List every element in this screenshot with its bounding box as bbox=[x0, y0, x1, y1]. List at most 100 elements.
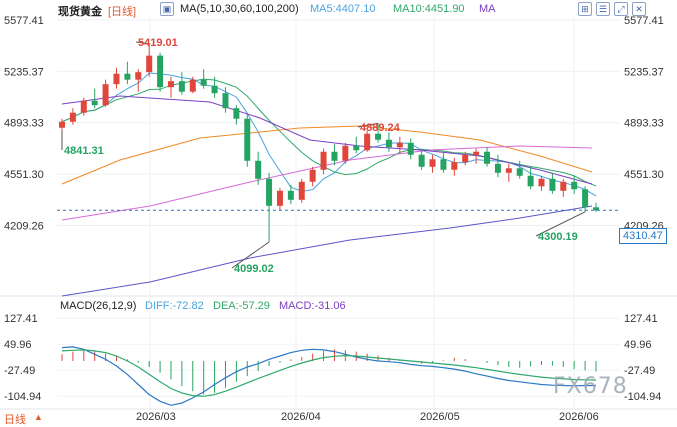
candle-body bbox=[527, 175, 534, 187]
candle-body bbox=[124, 73, 131, 80]
date-label: 2026/04 bbox=[281, 411, 321, 423]
candle-body bbox=[342, 145, 349, 161]
macd-tick-right: -104.94 bbox=[624, 391, 661, 403]
price-tick-left: 4893.33 bbox=[4, 118, 44, 130]
price-tick-right: 4893.33 bbox=[624, 118, 664, 130]
date-label: 2026/06 bbox=[559, 411, 599, 423]
price-tick-left: 4551.30 bbox=[4, 169, 44, 181]
macd-tick-left: -104.94 bbox=[4, 391, 41, 403]
candle-body bbox=[233, 108, 240, 119]
ma100-line bbox=[61, 145, 593, 221]
annotation-mid-high: 4889.24 bbox=[360, 122, 401, 134]
macd-value: MACD:-31.06 bbox=[279, 300, 346, 312]
candle-body bbox=[593, 207, 599, 211]
ma5-value: MA5:4407.10 bbox=[310, 3, 376, 15]
candle-body bbox=[266, 178, 273, 206]
candle-body bbox=[505, 168, 512, 173]
expand-icon[interactable]: ▣ bbox=[160, 2, 174, 16]
candle-body bbox=[69, 112, 76, 122]
macd-label[interactable]: MACD(26,12,9) bbox=[60, 300, 137, 312]
candle-body bbox=[298, 181, 305, 200]
ma20-value: MA bbox=[479, 3, 496, 15]
macd-tick-right: 49.96 bbox=[624, 339, 652, 351]
annotation-mid-high-pointer bbox=[357, 122, 379, 128]
candle-body bbox=[331, 151, 338, 161]
macd-tick-right: 127.41 bbox=[624, 313, 658, 325]
ma5-line bbox=[61, 72, 597, 197]
watermark: FX678 bbox=[553, 374, 628, 399]
price-tick-left: 4209.26 bbox=[4, 220, 44, 232]
price-tick-left: 5235.37 bbox=[4, 66, 44, 78]
candle-body bbox=[276, 190, 283, 206]
candle-body bbox=[462, 154, 469, 163]
candle-body bbox=[91, 100, 98, 106]
candle-body bbox=[255, 160, 262, 179]
macd-tick-right: -27.49 bbox=[624, 365, 655, 377]
candle-body bbox=[189, 79, 196, 92]
ma30-line bbox=[61, 95, 593, 185]
ma60-line bbox=[61, 125, 593, 185]
price-tick-left: 5577.41 bbox=[4, 15, 44, 27]
candle-body bbox=[494, 163, 501, 173]
date-label: 2026/03 bbox=[136, 411, 176, 423]
candle-body bbox=[157, 55, 164, 88]
candle-body bbox=[113, 73, 120, 85]
candle-body bbox=[429, 159, 436, 167]
ma10-line bbox=[61, 78, 597, 187]
candle-body bbox=[102, 84, 109, 106]
close-icon[interactable]: ✕ bbox=[632, 2, 646, 16]
fullscreen-icon[interactable]: ⤢ bbox=[614, 2, 628, 16]
annotation-high-pointer bbox=[135, 41, 150, 45]
candle-body bbox=[244, 118, 251, 161]
layout-icon[interactable]: ⊞ bbox=[578, 2, 592, 16]
time-axis: 日线 ▲ 2026/03 2026/04 2026/05 2026/06 bbox=[0, 410, 677, 426]
candle-body bbox=[375, 133, 382, 140]
candle-body bbox=[440, 159, 447, 170]
candle-body bbox=[80, 100, 87, 113]
last-price-badge: 4310.47 bbox=[619, 228, 667, 244]
period-button[interactable]: 日线 bbox=[4, 414, 26, 426]
candle-body bbox=[538, 178, 545, 187]
candle-body bbox=[407, 142, 414, 155]
ma200-line bbox=[61, 205, 593, 297]
candle-body bbox=[178, 81, 185, 92]
settings-icon[interactable]: ☰ bbox=[596, 2, 610, 16]
candle-body bbox=[135, 72, 142, 80]
date-label: 2026/05 bbox=[420, 411, 460, 423]
candle-body bbox=[571, 181, 578, 190]
candle-body bbox=[211, 85, 218, 94]
candle-body bbox=[167, 81, 174, 88]
price-tick-right: 5577.41 bbox=[624, 15, 664, 27]
macd-tick-left: 127.41 bbox=[4, 313, 38, 325]
price-tick-right: 4551.30 bbox=[624, 169, 664, 181]
ma10-value: MA10:4451.90 bbox=[393, 3, 465, 15]
candle-body bbox=[146, 55, 153, 73]
candle-body bbox=[364, 133, 371, 151]
candle-body bbox=[353, 145, 360, 151]
candle-body bbox=[473, 151, 480, 155]
annotation-low-mid-pointer bbox=[231, 241, 270, 269]
candle-body bbox=[59, 121, 65, 128]
annotation-low-left: 4841.31 bbox=[64, 145, 104, 157]
candle-body bbox=[418, 154, 425, 167]
period-label[interactable]: [日线] bbox=[108, 6, 137, 18]
instrument-title: 现货黄金 bbox=[58, 6, 102, 18]
macd-dea: DEA:-57.29 bbox=[213, 300, 270, 312]
period-dropdown-icon[interactable]: ▲ bbox=[34, 412, 43, 422]
annotation-low-right: 4300.19 bbox=[538, 231, 578, 243]
annotation-low-mid: 4099.02 bbox=[234, 263, 274, 275]
ma-params-label[interactable]: MA(5,10,30,60,100,200) bbox=[180, 3, 299, 15]
annotation-high: 5419.01 bbox=[138, 37, 178, 49]
candle-body bbox=[385, 139, 392, 148]
candle-body bbox=[396, 142, 403, 148]
candle-body bbox=[222, 93, 229, 109]
macd-dea-line bbox=[61, 349, 597, 397]
candle-body bbox=[320, 151, 327, 170]
chart-header: 现货黄金 [日线] ▣ MA(5,10,30,60,100,200) MA5:4… bbox=[0, 0, 677, 18]
candle-body bbox=[549, 178, 556, 191]
macd-header: MACD(26,12,9) DIFF:-72.82 DEA:-57.29 MAC… bbox=[0, 298, 677, 314]
annotation-low-right-pointer bbox=[535, 211, 586, 237]
macd-diff-line bbox=[61, 346, 596, 406]
